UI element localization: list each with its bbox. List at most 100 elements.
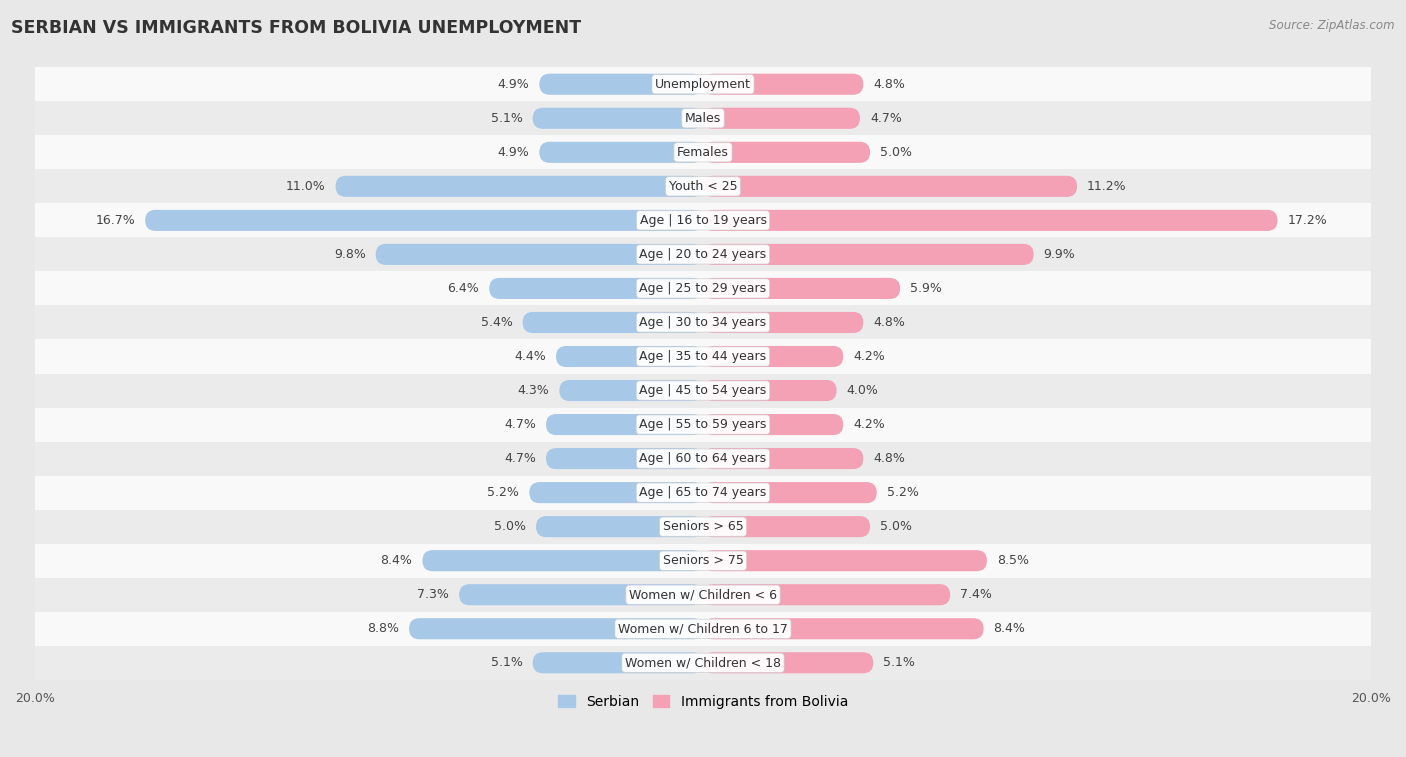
Text: 5.0%: 5.0% [880,520,912,533]
Text: 9.9%: 9.9% [1043,248,1076,261]
FancyBboxPatch shape [533,107,703,129]
FancyBboxPatch shape [336,176,703,197]
Text: 8.4%: 8.4% [381,554,412,567]
Text: 11.2%: 11.2% [1087,180,1126,193]
Text: Seniors > 75: Seniors > 75 [662,554,744,567]
Text: Age | 16 to 19 years: Age | 16 to 19 years [640,214,766,227]
Bar [35,441,1371,475]
FancyBboxPatch shape [703,584,950,606]
Bar [35,305,1371,339]
Bar [35,67,1371,101]
Text: 7.3%: 7.3% [418,588,449,601]
Text: 5.9%: 5.9% [910,282,942,295]
Text: 5.2%: 5.2% [887,486,918,499]
Text: SERBIAN VS IMMIGRANTS FROM BOLIVIA UNEMPLOYMENT: SERBIAN VS IMMIGRANTS FROM BOLIVIA UNEMP… [11,19,581,37]
Text: 4.8%: 4.8% [873,78,905,91]
Text: Age | 60 to 64 years: Age | 60 to 64 years [640,452,766,465]
Text: 17.2%: 17.2% [1288,214,1327,227]
Text: Age | 30 to 34 years: Age | 30 to 34 years [640,316,766,329]
Text: 8.8%: 8.8% [367,622,399,635]
Text: 16.7%: 16.7% [96,214,135,227]
Text: 9.8%: 9.8% [333,248,366,261]
FancyBboxPatch shape [529,482,703,503]
Text: 7.4%: 7.4% [960,588,993,601]
FancyBboxPatch shape [375,244,703,265]
FancyBboxPatch shape [703,380,837,401]
Bar [35,170,1371,204]
Bar [35,475,1371,509]
Text: 4.8%: 4.8% [873,316,905,329]
FancyBboxPatch shape [409,618,703,640]
FancyBboxPatch shape [533,653,703,673]
Bar [35,509,1371,544]
FancyBboxPatch shape [703,448,863,469]
Text: Unemployment: Unemployment [655,78,751,91]
Text: 4.7%: 4.7% [505,452,536,465]
Text: 4.7%: 4.7% [870,112,901,125]
Text: 4.2%: 4.2% [853,418,884,431]
FancyBboxPatch shape [703,210,1278,231]
FancyBboxPatch shape [546,414,703,435]
Text: Age | 35 to 44 years: Age | 35 to 44 years [640,350,766,363]
Text: 5.1%: 5.1% [883,656,915,669]
Text: Age | 20 to 24 years: Age | 20 to 24 years [640,248,766,261]
Text: 5.1%: 5.1% [491,112,523,125]
Legend: Serbian, Immigrants from Bolivia: Serbian, Immigrants from Bolivia [553,689,853,714]
Text: Age | 55 to 59 years: Age | 55 to 59 years [640,418,766,431]
FancyBboxPatch shape [560,380,703,401]
FancyBboxPatch shape [703,176,1077,197]
Text: 4.2%: 4.2% [853,350,884,363]
Text: Women w/ Children 6 to 17: Women w/ Children 6 to 17 [619,622,787,635]
FancyBboxPatch shape [422,550,703,572]
Bar [35,101,1371,136]
FancyBboxPatch shape [703,346,844,367]
Bar [35,204,1371,238]
FancyBboxPatch shape [540,73,703,95]
FancyBboxPatch shape [703,73,863,95]
Text: 5.0%: 5.0% [494,520,526,533]
FancyBboxPatch shape [703,107,860,129]
Text: Age | 25 to 29 years: Age | 25 to 29 years [640,282,766,295]
Text: Youth < 25: Youth < 25 [669,180,737,193]
Text: Males: Males [685,112,721,125]
Bar [35,136,1371,170]
Text: 5.0%: 5.0% [880,146,912,159]
FancyBboxPatch shape [489,278,703,299]
Bar [35,272,1371,305]
Text: Age | 65 to 74 years: Age | 65 to 74 years [640,486,766,499]
FancyBboxPatch shape [145,210,703,231]
Text: 4.0%: 4.0% [846,384,879,397]
Text: 5.2%: 5.2% [488,486,519,499]
Bar [35,646,1371,680]
Text: 4.7%: 4.7% [505,418,536,431]
FancyBboxPatch shape [703,312,863,333]
Text: Source: ZipAtlas.com: Source: ZipAtlas.com [1270,19,1395,32]
Bar [35,407,1371,441]
Text: 11.0%: 11.0% [285,180,326,193]
FancyBboxPatch shape [703,618,984,640]
FancyBboxPatch shape [703,516,870,537]
FancyBboxPatch shape [546,448,703,469]
Text: Women w/ Children < 18: Women w/ Children < 18 [626,656,780,669]
Text: 4.9%: 4.9% [498,78,529,91]
Bar [35,373,1371,407]
FancyBboxPatch shape [460,584,703,606]
FancyBboxPatch shape [523,312,703,333]
FancyBboxPatch shape [703,278,900,299]
Text: 4.4%: 4.4% [515,350,546,363]
Bar [35,238,1371,272]
FancyBboxPatch shape [703,142,870,163]
Text: Women w/ Children < 6: Women w/ Children < 6 [628,588,778,601]
Bar [35,612,1371,646]
Text: 6.4%: 6.4% [447,282,479,295]
FancyBboxPatch shape [703,550,987,572]
Text: Seniors > 65: Seniors > 65 [662,520,744,533]
Text: 8.4%: 8.4% [994,622,1025,635]
Text: 4.9%: 4.9% [498,146,529,159]
FancyBboxPatch shape [703,482,877,503]
FancyBboxPatch shape [536,516,703,537]
FancyBboxPatch shape [703,244,1033,265]
Text: 5.1%: 5.1% [491,656,523,669]
Text: Age | 45 to 54 years: Age | 45 to 54 years [640,384,766,397]
FancyBboxPatch shape [703,653,873,673]
